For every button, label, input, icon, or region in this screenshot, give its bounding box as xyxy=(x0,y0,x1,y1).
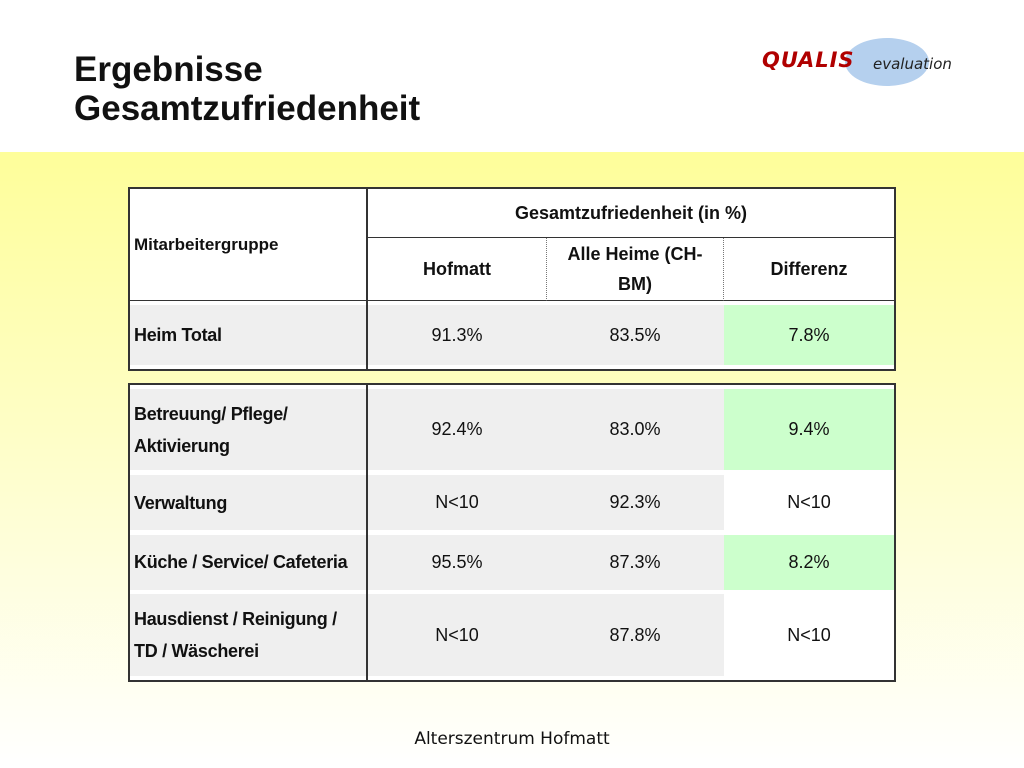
cell-alle-heime: 87.3% xyxy=(546,534,724,591)
row-label: Verwaltung xyxy=(130,474,368,531)
logo-ellipse-shape xyxy=(845,38,929,86)
header-mitarbeitergruppe: Mitarbeitergruppe xyxy=(130,189,368,301)
table-row: Küche / Service/ Cafeteria 95.5% 87.3% 8… xyxy=(130,534,894,591)
row-label: Hausdienst / Reinigung / TD / Wäscherei xyxy=(130,594,368,676)
header-differenz: Differenz xyxy=(724,238,894,301)
header-alle-heime: Alle Heime (CH- BM) xyxy=(546,238,724,301)
satisfaction-table-groups: Betreuung/ Pflege/ Aktivierung 92.4% 83.… xyxy=(128,383,896,682)
header-alle-heime-line-1: Alle Heime (CH- xyxy=(567,244,703,264)
title-line-1: Ergebnisse xyxy=(74,50,263,89)
row-label-line-1: Hausdienst / Reinigung / xyxy=(134,609,337,630)
row-label-line-2: Aktivierung xyxy=(134,435,230,456)
cell-alle-heime: 92.3% xyxy=(546,474,724,531)
cell-differenz: 8.2% xyxy=(724,534,894,591)
cell-differenz: N<10 xyxy=(787,624,831,645)
header-alle-heime-line-2: BM) xyxy=(618,274,652,294)
row-label: Betreuung/ Pflege/ Aktivierung xyxy=(130,389,368,471)
cell-hofmatt: 95.5% xyxy=(368,534,546,591)
cell-hofmatt: N<10 xyxy=(368,474,546,531)
header-hofmatt: Hofmatt xyxy=(368,238,546,301)
cell-alle-heime: 83.5% xyxy=(546,305,724,365)
cell-alle-heime: 83.0% xyxy=(546,389,724,471)
cell-differenz: N<10 xyxy=(787,492,831,513)
page-title: Ergebnisse Gesamtzufriedenheit xyxy=(74,50,420,128)
header-gesamtzufriedenheit: Gesamtzufriedenheit (in %) xyxy=(368,189,894,238)
table-row-heim-total: Heim Total 91.3% 83.5% 7.8% xyxy=(130,305,894,365)
table-row: Hausdienst / Reinigung / TD / Wäscherei … xyxy=(130,594,894,676)
cell-hofmatt: 91.3% xyxy=(368,305,546,365)
row-label: Küche / Service/ Cafeteria xyxy=(130,534,368,591)
title-line-2: Gesamtzufriedenheit xyxy=(74,89,421,128)
logo-brand: QUALIS xyxy=(762,48,855,72)
cell-alle-heime: 87.8% xyxy=(546,594,724,676)
qualis-logo: QUALIS evaluation xyxy=(760,38,990,88)
table-row: Verwaltung N<10 92.3% N<10 xyxy=(130,474,894,531)
row-label-line-2: TD / Wäscherei xyxy=(134,641,259,662)
cell-differenz: 7.8% xyxy=(724,305,894,365)
row-label: Heim Total xyxy=(130,305,368,365)
cell-differenz: 9.4% xyxy=(724,389,894,471)
cell-hofmatt: N<10 xyxy=(368,594,546,676)
table-row: Betreuung/ Pflege/ Aktivierung 92.4% 83.… xyxy=(130,389,894,471)
satisfaction-table-total: Mitarbeitergruppe Gesamtzufriedenheit (i… xyxy=(128,187,896,371)
row-label-line-1: Betreuung/ Pflege/ xyxy=(134,403,288,424)
footer-text: Alterszentrum Hofmatt xyxy=(414,729,610,749)
cell-hofmatt: 92.4% xyxy=(368,389,546,471)
logo-tagline: evaluation xyxy=(873,55,952,73)
